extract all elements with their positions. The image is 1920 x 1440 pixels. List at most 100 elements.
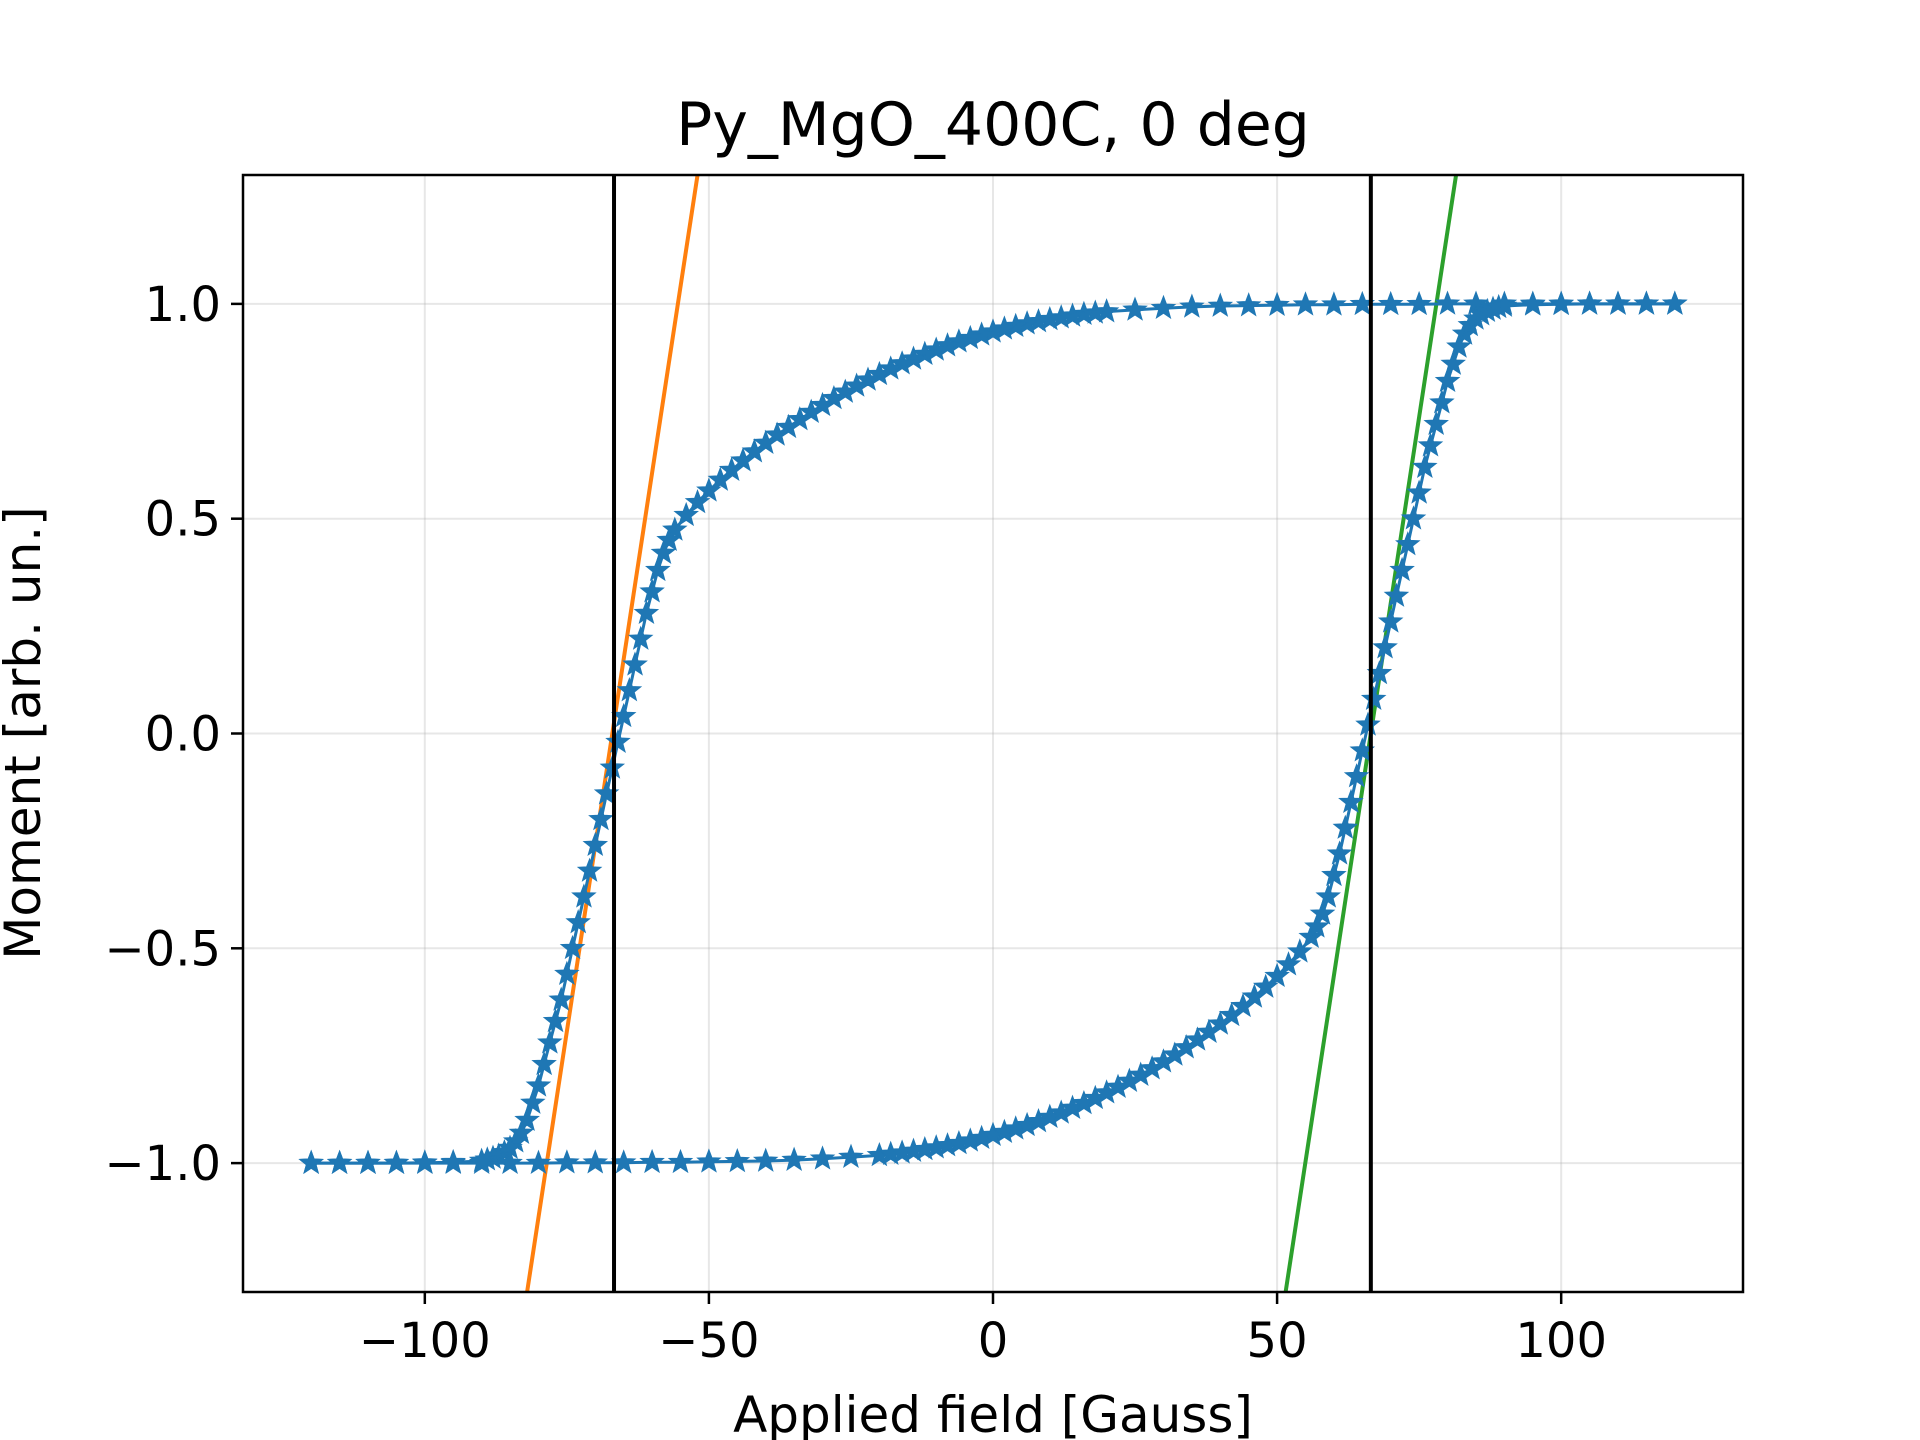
data-point — [838, 1143, 864, 1168]
data-point — [809, 1145, 836, 1170]
y-tick-label-1: 0.5 — [145, 492, 221, 548]
data-point — [843, 372, 870, 397]
data-point — [1434, 367, 1461, 393]
data-point — [781, 1146, 807, 1171]
y-tick-label-2: 0.0 — [145, 707, 221, 763]
data-point — [1548, 290, 1574, 316]
data-point — [1417, 432, 1444, 457]
data-point — [622, 651, 648, 676]
data-point — [440, 1149, 466, 1174]
data-point — [588, 805, 614, 831]
data-point — [1400, 505, 1427, 530]
data-point — [571, 883, 597, 908]
data-point — [582, 1149, 609, 1174]
data-point — [1326, 840, 1353, 865]
data-point — [968, 321, 995, 346]
data-point — [1315, 883, 1341, 908]
data-point — [616, 677, 643, 702]
data-point — [1292, 291, 1319, 316]
data-point — [866, 360, 893, 386]
data-point — [576, 857, 603, 882]
data-point — [1338, 788, 1364, 814]
data-point — [1321, 291, 1347, 316]
data-point — [1275, 951, 1302, 976]
data-point — [1309, 900, 1336, 925]
data-point — [1377, 290, 1404, 316]
data-point — [775, 413, 802, 439]
x-tick-label-2: 0 — [978, 1313, 1009, 1369]
data-point — [650, 539, 677, 564]
y-tick-label-0: 1.0 — [145, 277, 221, 333]
x-tick-label-3: 50 — [1247, 1313, 1308, 1369]
chart-title: Py_MgO_400C, 0 deg — [676, 90, 1310, 160]
data-point — [1633, 290, 1660, 315]
data-point — [934, 332, 961, 357]
data-point — [1287, 938, 1313, 963]
data-point — [326, 1149, 353, 1174]
data-point — [730, 447, 756, 472]
data-point — [877, 355, 904, 380]
data-point — [531, 1050, 557, 1076]
data-point — [1389, 556, 1415, 582]
x-tick-label-0: −100 — [359, 1313, 491, 1369]
data-point — [1520, 291, 1546, 316]
data-point — [684, 488, 711, 514]
coercive-field-lines — [612, 175, 1373, 1292]
data-point — [889, 350, 915, 375]
data-point — [605, 728, 631, 753]
data-point — [900, 345, 927, 370]
data-point — [468, 1149, 495, 1174]
data-point — [1150, 294, 1177, 320]
data-series — [298, 290, 1688, 1174]
data-point — [946, 328, 972, 353]
data-point — [1406, 479, 1432, 504]
data-point — [525, 1149, 552, 1174]
data-point — [855, 366, 881, 391]
data-point — [1429, 389, 1455, 414]
data-point — [491, 1138, 518, 1164]
data-point — [542, 1007, 569, 1033]
data-point — [1360, 685, 1387, 710]
data-point — [718, 456, 745, 482]
data-point — [355, 1149, 381, 1174]
data-point — [383, 1149, 410, 1174]
data-point — [1264, 962, 1290, 988]
data-point — [696, 1148, 722, 1173]
data-point — [752, 1147, 779, 1172]
data-point — [565, 909, 591, 934]
x-axis-label: Applied field [Gauss] — [733, 1386, 1253, 1440]
data-point — [1343, 763, 1370, 788]
data-point — [1332, 814, 1359, 839]
data-point — [1372, 634, 1398, 659]
data-point — [582, 831, 609, 857]
data-point — [298, 1149, 324, 1174]
data-point — [1576, 290, 1603, 315]
data-point — [554, 960, 580, 985]
data-point — [639, 1148, 665, 1174]
data-point — [673, 501, 699, 527]
x-tick-label-1: −50 — [658, 1313, 759, 1369]
data-point — [798, 398, 824, 424]
data-point — [957, 324, 984, 350]
data-point — [1321, 861, 1347, 887]
data-point — [1662, 290, 1688, 315]
data-point — [667, 1148, 694, 1174]
data-point — [809, 391, 836, 417]
data-point — [1264, 291, 1290, 317]
data-point — [645, 556, 671, 582]
grid — [243, 175, 1743, 1292]
data-point — [707, 466, 734, 491]
x-tick-label-4: 100 — [1515, 1313, 1607, 1369]
data-point — [1412, 453, 1438, 478]
data-point — [497, 1149, 523, 1174]
data-point — [821, 384, 847, 410]
data-point — [787, 406, 813, 431]
data-point — [520, 1089, 546, 1114]
data-point — [537, 1029, 563, 1054]
data-point — [1491, 292, 1518, 317]
data-point — [412, 1149, 438, 1174]
data-point — [656, 526, 682, 552]
data-point — [724, 1147, 751, 1173]
data-point — [1395, 531, 1421, 556]
